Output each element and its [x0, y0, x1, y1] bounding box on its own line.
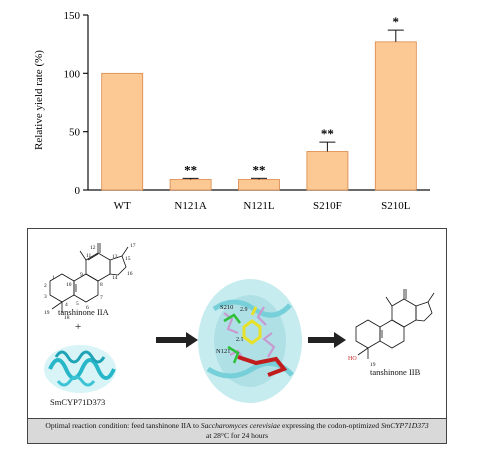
x-tick-label: S210F — [313, 200, 342, 212]
bar-N121A — [169, 179, 212, 191]
svg-text:8: 8 — [100, 282, 103, 288]
bar-S210L — [374, 41, 417, 191]
caption-part-2: expressing the codon-optimized — [280, 421, 381, 430]
enzyme-label: SmCYP71D373 — [50, 397, 106, 407]
caption-organism: Saccharomyces cerevisiae — [200, 421, 281, 430]
svg-text:18: 18 — [64, 315, 70, 321]
substrate-label: tanshinone IIA — [58, 307, 109, 317]
x-tick-labels: WT N121A N121L S210F S210L — [114, 200, 411, 212]
x-tick-label: WT — [114, 200, 131, 212]
svg-text:19: 19 — [44, 310, 50, 316]
left-reaction-arrow — [156, 332, 198, 348]
svg-text:16: 16 — [127, 271, 133, 277]
y-tick-label: 50 — [69, 127, 81, 139]
svg-text:10: 10 — [66, 282, 72, 288]
right-reaction-arrow — [308, 332, 346, 348]
plus-sign: + — [75, 321, 82, 333]
svg-text:17: 17 — [130, 243, 136, 249]
svg-text:12: 12 — [90, 245, 96, 251]
y-ticks: 0 50 100 150 — [64, 10, 88, 197]
svg-text:7: 7 — [100, 295, 103, 301]
y-axis-label: Relative yield rate (%) — [33, 50, 45, 150]
svg-text:11: 11 — [86, 253, 92, 259]
svg-text:6: 6 — [86, 305, 89, 311]
bar-S210F — [306, 151, 349, 191]
tanshinone-iib-structure — [355, 289, 435, 359]
bar-WT — [101, 72, 144, 191]
residue-n121-label: N121 — [216, 348, 230, 355]
atom-numbers: 1 2 3 4 5 6 7 8 9 10 11 12 13 14 15 16 1… — [44, 243, 136, 321]
svg-text:3: 3 — [44, 294, 47, 300]
x-tick-label: S210L — [381, 200, 411, 212]
bar-N121L — [238, 179, 280, 191]
svg-text:14: 14 — [112, 275, 118, 281]
x-tick-label: N121L — [243, 200, 274, 212]
y-tick-label: 100 — [64, 68, 81, 80]
svg-text:4: 4 — [65, 302, 68, 308]
svg-text:2: 2 — [44, 283, 47, 289]
significance-marker: ** — [321, 126, 334, 141]
svg-text:9: 9 — [80, 272, 83, 278]
product-atom-number: 19 — [370, 362, 376, 368]
x-tick-label: N121A — [174, 200, 206, 212]
residue-s210-label: S210 — [220, 304, 233, 311]
enzyme-ribbon-image — [44, 345, 116, 393]
svg-text:1: 1 — [52, 275, 55, 281]
y-tick-label: 150 — [64, 10, 81, 22]
caption-gene: SmCYP71D373 — [380, 421, 429, 430]
reaction-scheme-panel: 1 2 3 4 5 6 7 8 9 10 11 12 13 14 15 16 1… — [27, 228, 447, 444]
caption-part-1: Optimal reaction condition: feed tanshin… — [45, 421, 201, 430]
caption-part-3: at 28°C for 24 hours — [205, 431, 269, 440]
distance-label-2: 2.1 — [236, 337, 244, 343]
distance-label-1: 2.9 — [240, 307, 248, 313]
docking-image: S210 N121 2.9 2.1 — [198, 279, 302, 403]
significance-marker: ** — [184, 162, 197, 177]
caption: Optimal reaction condition: feed tanshin… — [27, 418, 447, 444]
significance-marker: ** — [253, 162, 266, 177]
hydroxyl-label: HO — [348, 356, 357, 362]
y-tick-label: 0 — [75, 185, 81, 197]
bars: ** ***** — [101, 14, 417, 191]
svg-text:15: 15 — [125, 256, 131, 262]
scheme-figure: 1 2 3 4 5 6 7 8 9 10 11 12 13 14 15 16 1… — [44, 243, 435, 403]
svg-text:5: 5 — [76, 301, 79, 307]
significance-marker: * — [393, 14, 400, 29]
product-label: tanshinone IIB — [370, 367, 421, 377]
svg-text:13: 13 — [112, 254, 118, 260]
tanshinone-iia-structure — [49, 243, 129, 313]
